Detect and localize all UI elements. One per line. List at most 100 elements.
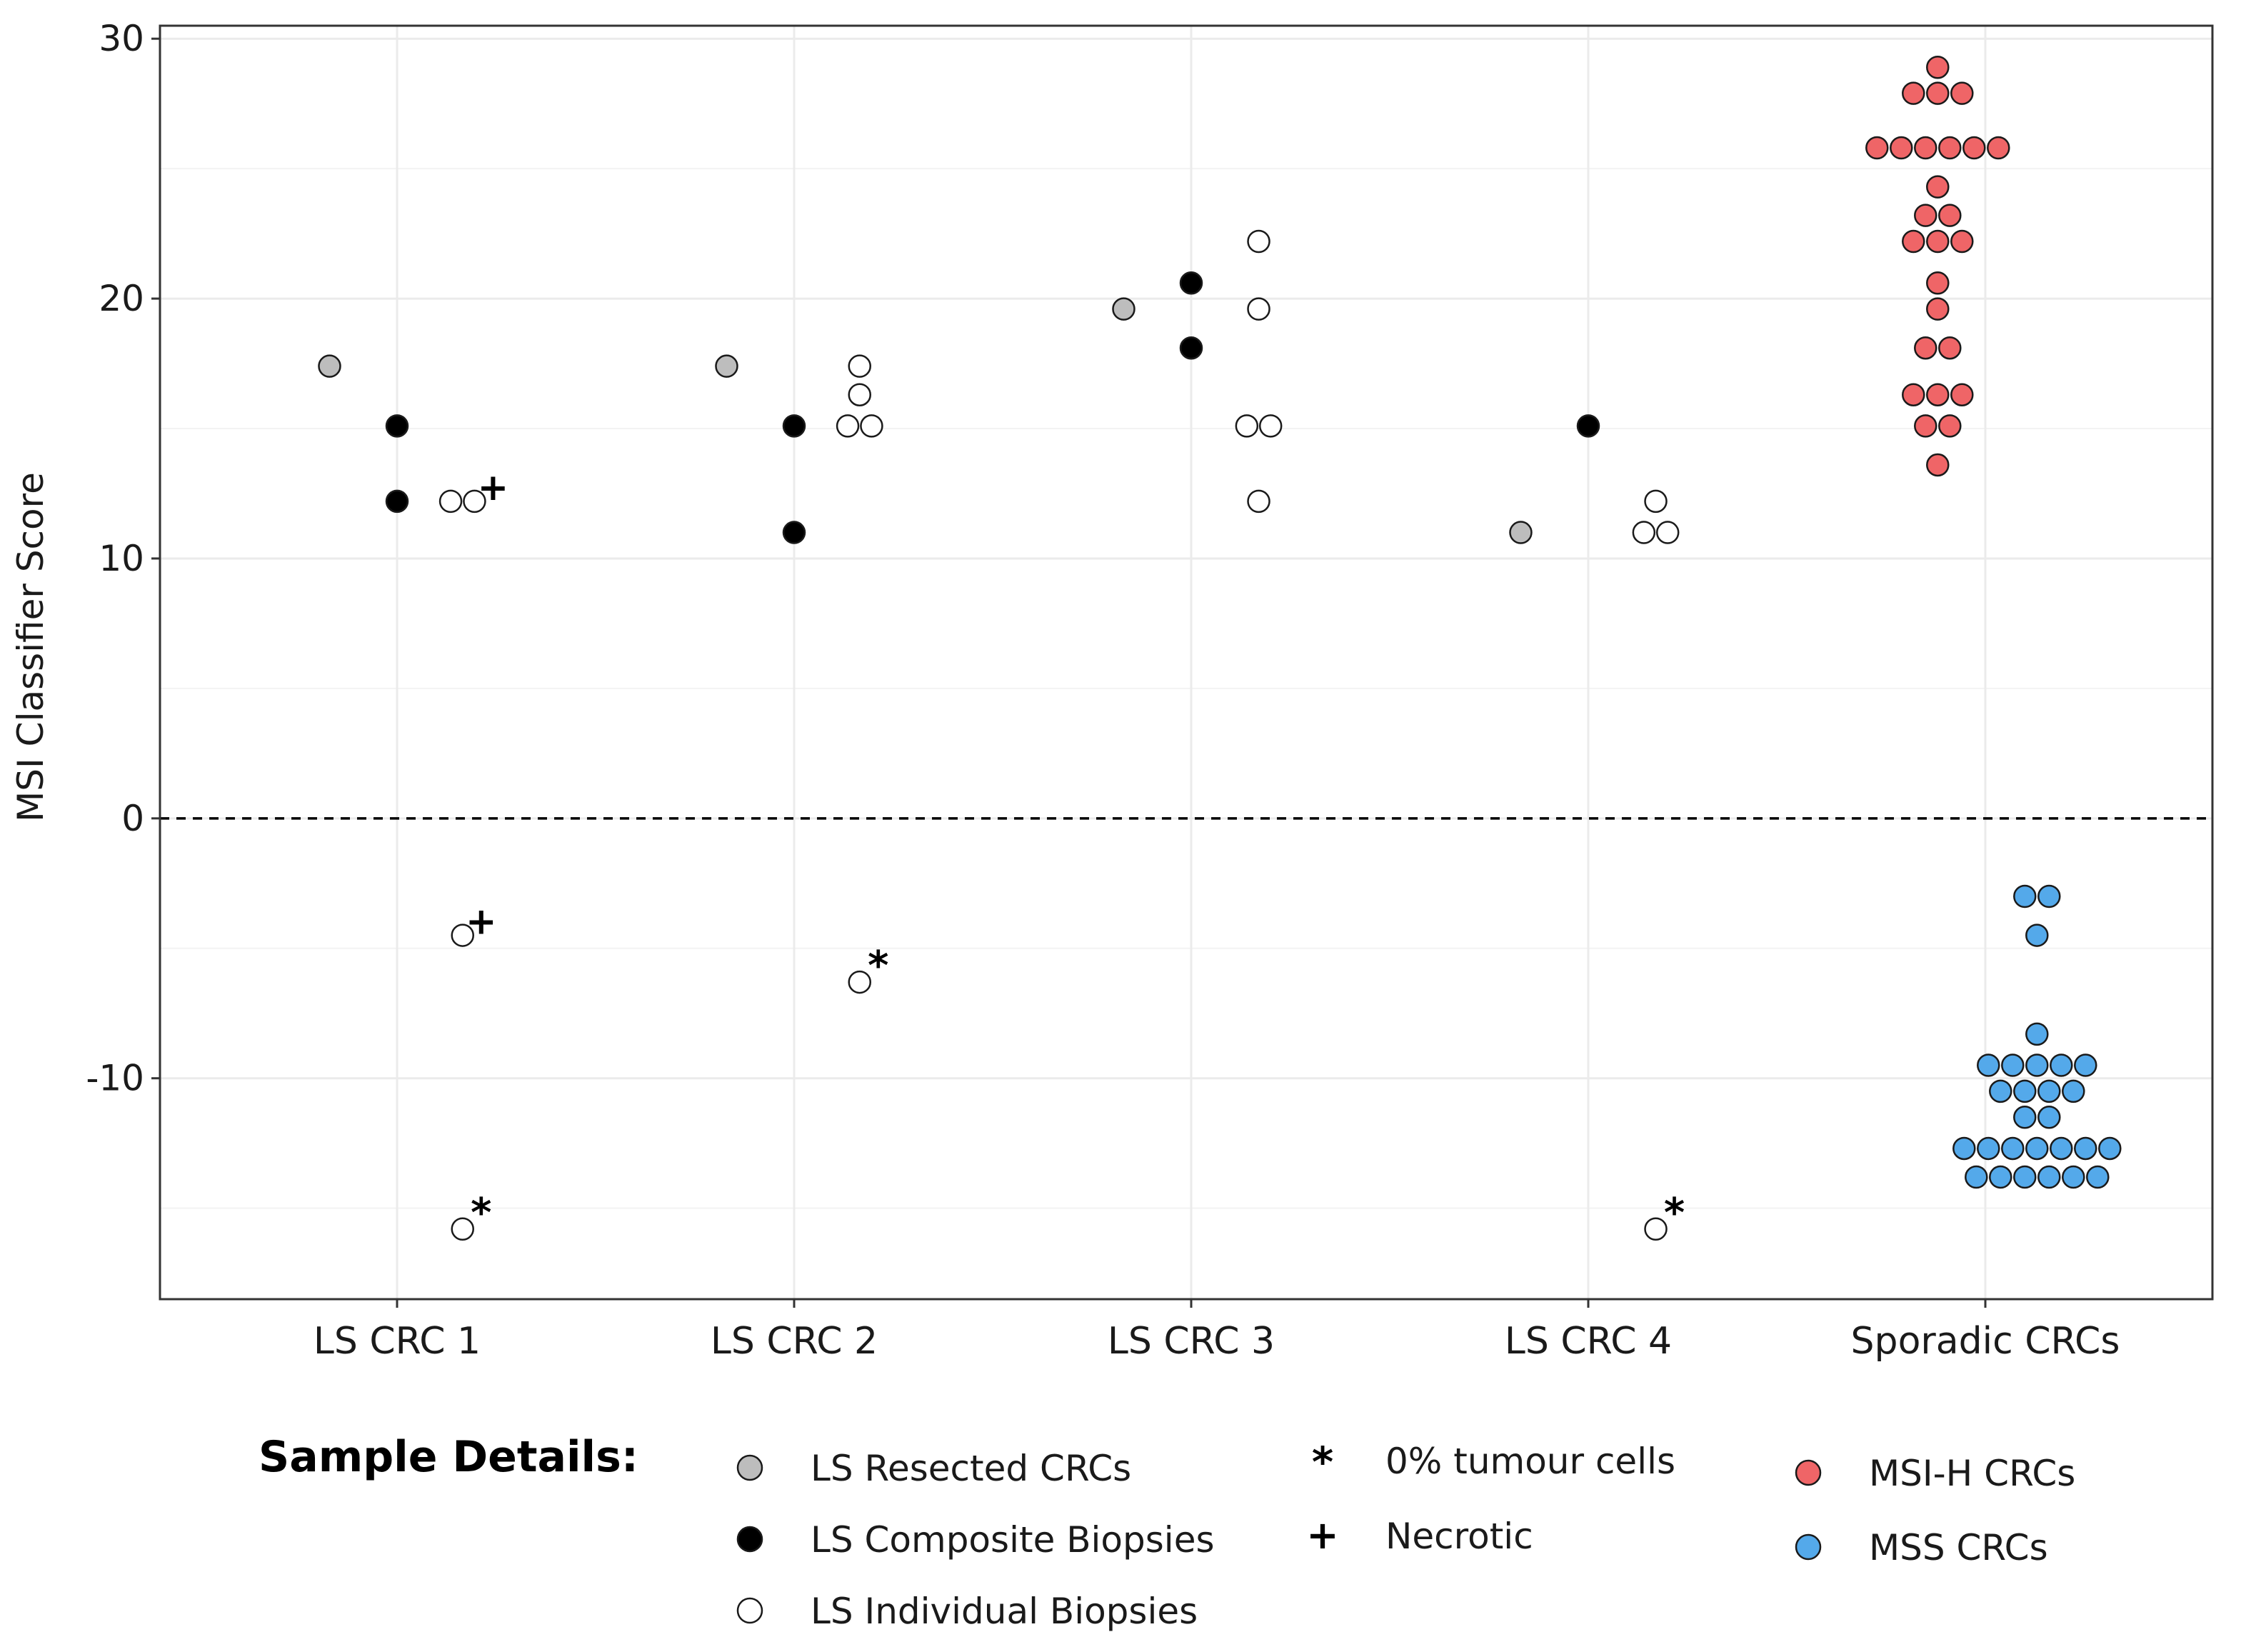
composite-point (385, 414, 409, 438)
mss-point (2025, 1136, 2049, 1161)
individual-point (1644, 489, 1668, 514)
resected-point (318, 354, 341, 378)
x-tick-label: LS CRC 1 (314, 1320, 481, 1363)
mss-point (1952, 1136, 1976, 1161)
mss-point (1989, 1079, 2012, 1103)
msi_h-point (1950, 383, 1974, 406)
composite-point (782, 414, 806, 438)
msi_h-point (1902, 81, 1925, 105)
mss-point (2025, 1053, 2049, 1077)
legend-key-mss (1795, 1533, 1822, 1561)
y-tick-label: -10 (86, 1058, 144, 1099)
mss-point (2050, 1053, 2073, 1077)
individual-point (1247, 297, 1270, 321)
individual-point (848, 383, 871, 406)
individual-point (1247, 489, 1270, 514)
asterisk-marker: * (868, 943, 888, 989)
msi_h-point (1926, 271, 1950, 295)
plus-marker: + (478, 466, 509, 509)
mss-point (2086, 1165, 2110, 1189)
mss-point (2037, 1106, 2061, 1129)
mss-point (2062, 1079, 2085, 1103)
msi_h-point (1926, 383, 1950, 406)
mss-point (2037, 1079, 2061, 1103)
legend-key-plus: + (1306, 1513, 1338, 1558)
x-tick-label: LS CRC 2 (711, 1320, 878, 1363)
resected-point (1112, 297, 1135, 321)
individual-point (1644, 1217, 1668, 1241)
msi_h-point (1914, 336, 1937, 360)
legend-label: MSS CRCs (1869, 1527, 2048, 1568)
mss-point (2050, 1136, 2073, 1161)
mss-point (1965, 1165, 1988, 1189)
msi_h-point (1914, 136, 1937, 160)
individual-point (848, 354, 871, 378)
mss-point (2013, 1079, 2037, 1103)
msi_h-point (1926, 453, 1950, 477)
grid-lines (160, 26, 2212, 1299)
individual-point (860, 414, 883, 438)
msi_h-point (1914, 414, 1937, 438)
composite-point (385, 489, 409, 514)
mss-point (2098, 1136, 2122, 1161)
individual-point (451, 923, 474, 947)
msi_h-point (1890, 136, 1913, 160)
mss-point (1977, 1053, 2000, 1077)
y-tick-label: 0 (121, 798, 144, 839)
data-points: + + * * * (318, 55, 2122, 1241)
msi_h-point (1865, 136, 1889, 160)
individual-point (1247, 229, 1270, 254)
composite-point (782, 521, 806, 544)
x-tick-label: Sporadic CRCs (1851, 1320, 2120, 1363)
legend-label: LS Composite Biopsies (811, 1519, 1215, 1561)
msi_h-point (1938, 336, 1962, 360)
msi_h-point (1987, 136, 2010, 160)
mss-point (2074, 1136, 2097, 1161)
msi_h-point (1902, 229, 1925, 254)
individual-point (1235, 414, 1259, 438)
plus-marker: + (466, 901, 497, 943)
axes: -10 0 10 20 30 LS CRC 1 LS CRC 2 LS CRC 3 LS CRC… (86, 18, 2120, 1363)
mss-point (2037, 1165, 2061, 1189)
msi_h-point (1938, 414, 1962, 438)
legend-label: MSI-H CRCs (1869, 1453, 2075, 1494)
mss-point (2025, 923, 2049, 947)
mss-point (2013, 1106, 2037, 1129)
mss-point (1977, 1136, 2000, 1161)
y-tick-label: 20 (99, 278, 144, 319)
mss-point (2037, 884, 2061, 908)
individual-point (1258, 414, 1283, 438)
msi_h-point (1926, 55, 1950, 79)
y-axis-label: MSI Classifier Score (10, 472, 51, 822)
resected-point (1509, 521, 1533, 544)
composite-point (1179, 271, 1203, 295)
legend-label: 0% tumour cells (1385, 1441, 1675, 1482)
legend: Sample Details: LS Resected CRCs LS Compo… (259, 1432, 2075, 1632)
individual-point (848, 970, 871, 994)
legend-title: Sample Details: (259, 1432, 638, 1482)
legend-key-asterisk: * (1312, 1438, 1333, 1486)
legend-key-composite (736, 1526, 763, 1553)
msi_h-point (1902, 383, 1925, 406)
mss-point (2013, 884, 2037, 908)
msi_h-point (1926, 297, 1950, 321)
individual-point (1632, 521, 1656, 544)
individual-point (836, 414, 860, 438)
mss-point (2001, 1053, 2025, 1077)
legend-label: LS Resected CRCs (811, 1448, 1131, 1489)
y-tick-label: 30 (99, 18, 144, 59)
msi_h-point (1926, 81, 1950, 105)
y-tick-label: 10 (99, 538, 144, 579)
msi_h-point (1926, 175, 1950, 199)
individual-point (463, 489, 486, 514)
mss-point (2074, 1053, 2097, 1077)
legend-key-msi_h (1795, 1459, 1822, 1486)
composite-point (1179, 336, 1203, 360)
resected-point (715, 354, 738, 378)
msi_h-point (1962, 136, 1986, 160)
msi_h-point (1914, 204, 1937, 227)
panel-background (160, 26, 2212, 1299)
composite-point (1576, 414, 1600, 438)
msi_h-point (1926, 229, 1950, 254)
